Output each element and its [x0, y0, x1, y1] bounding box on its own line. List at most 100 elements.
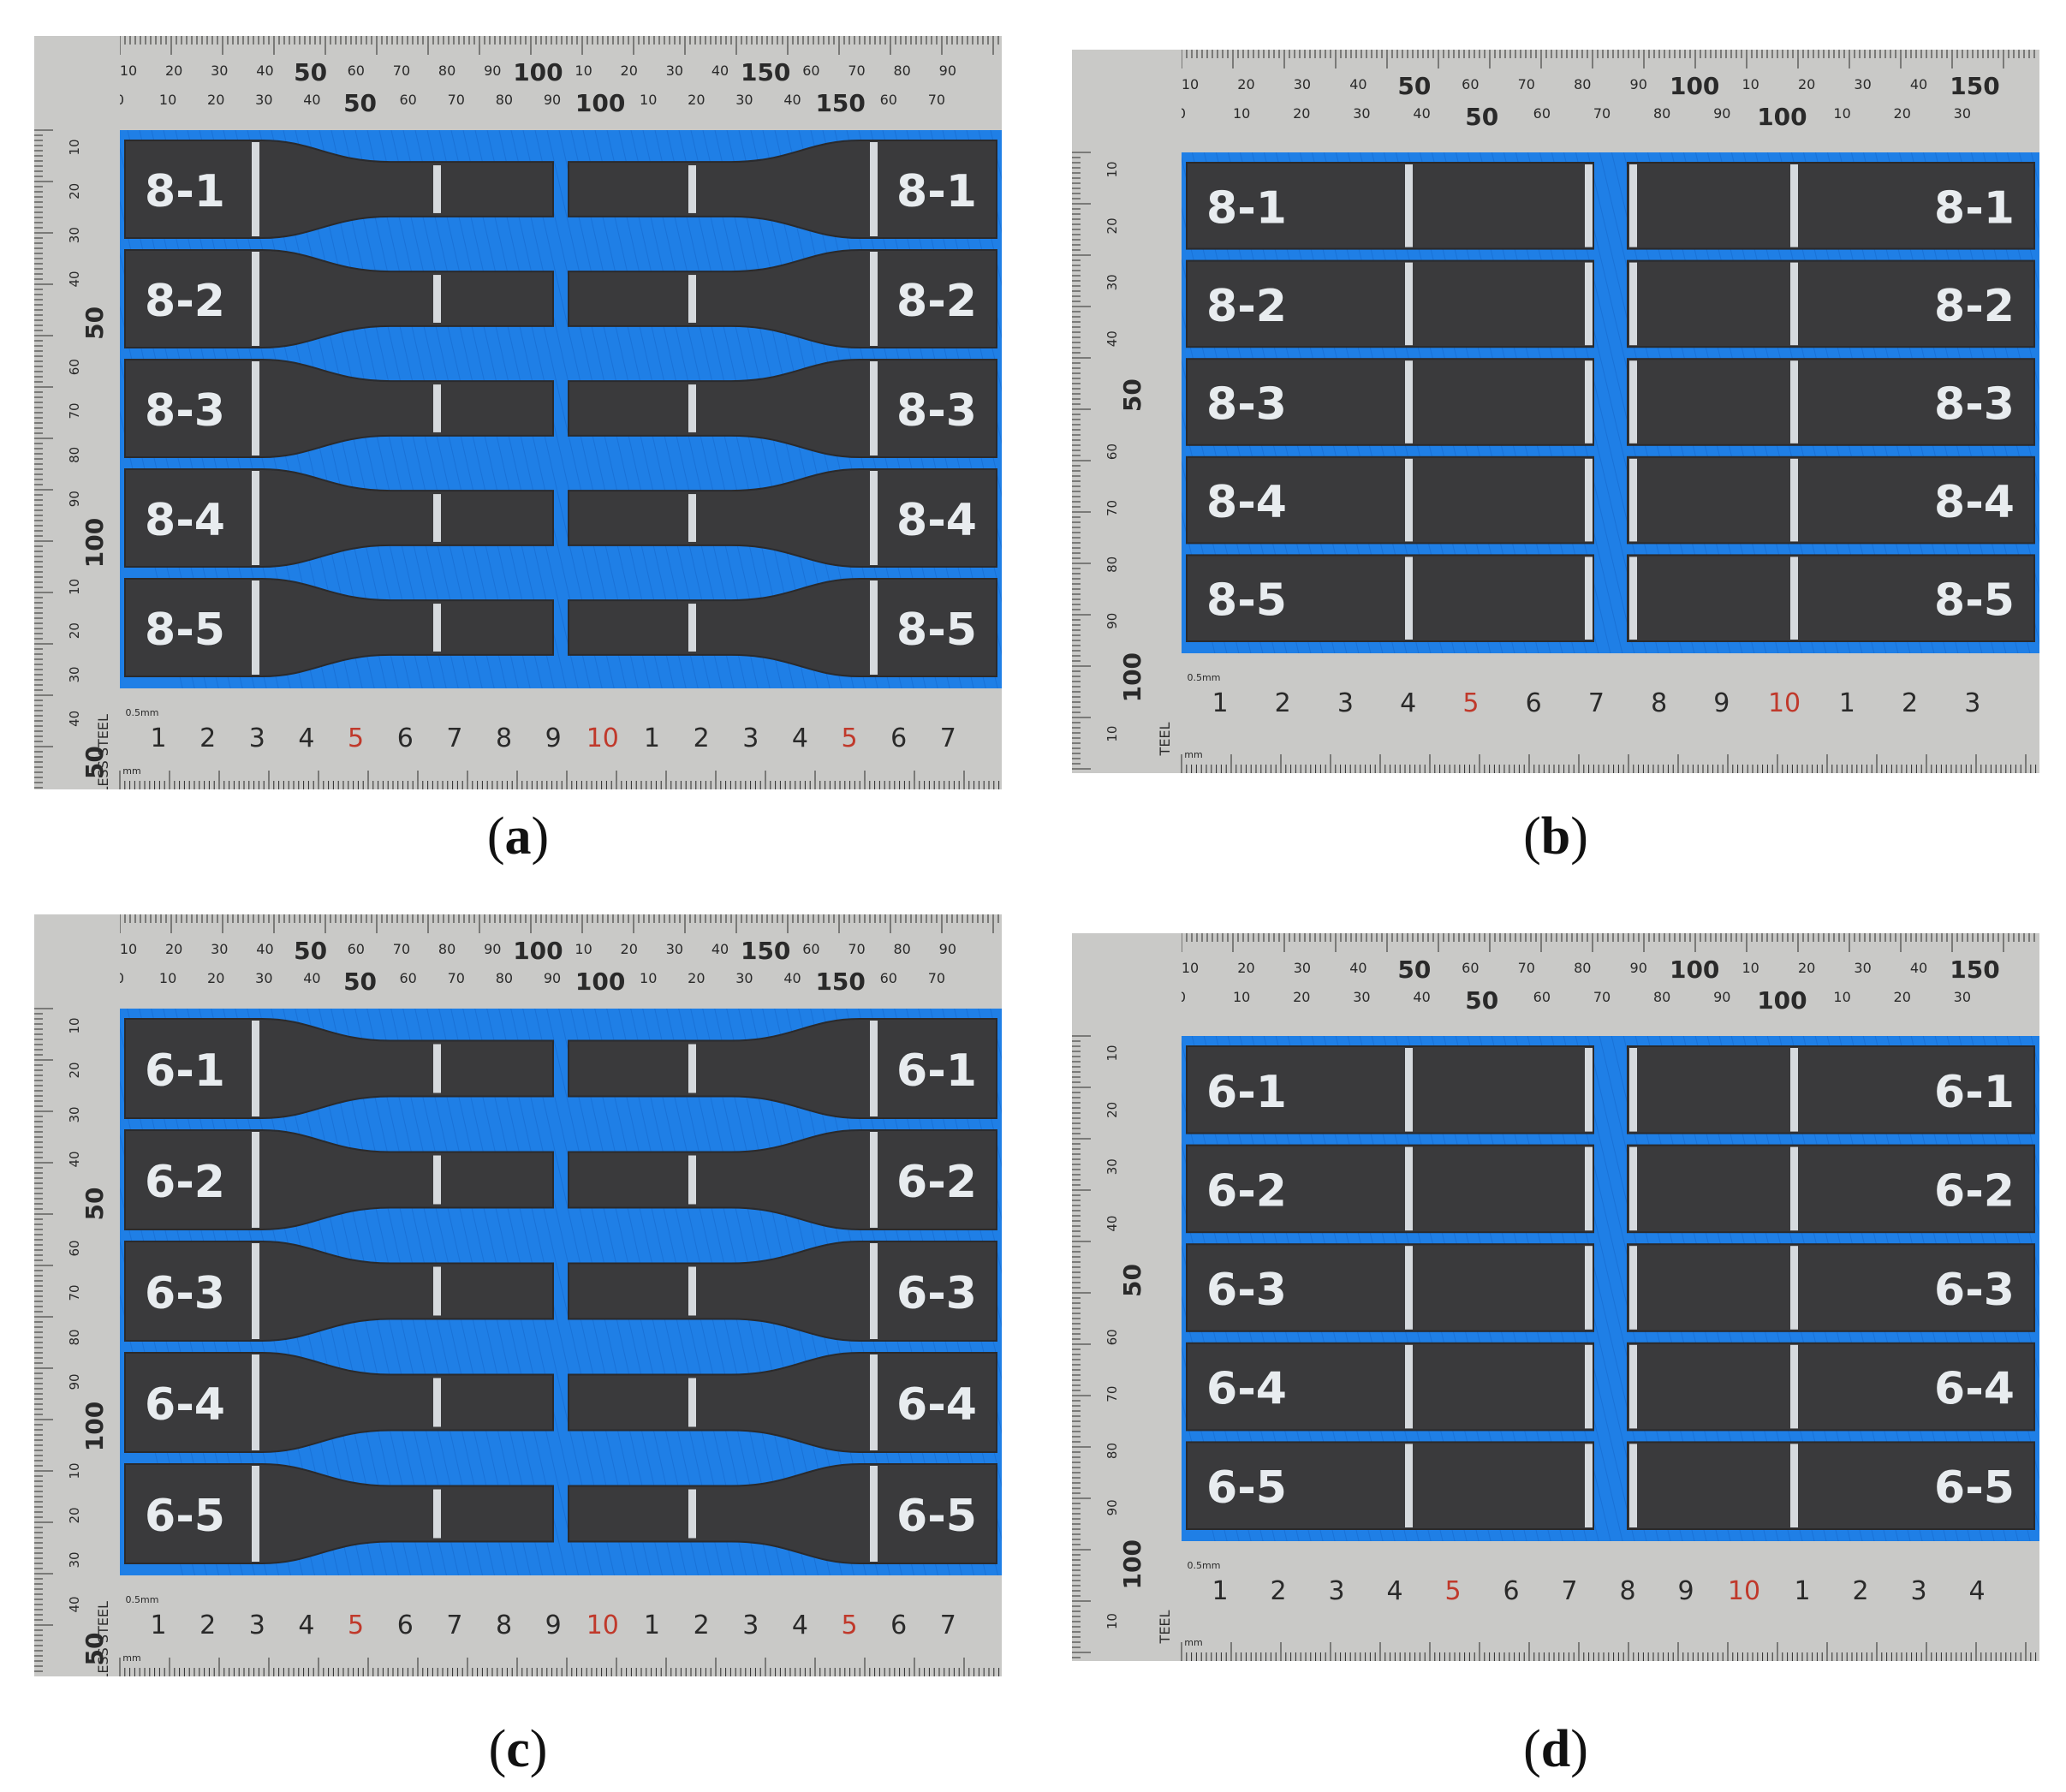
top-scale-label-row1: 70 [1518, 76, 1535, 92]
left-ruler: 10 20 30 40 50 60 70 80 90 100 10 TEEL [1072, 50, 1182, 773]
top-ruler-body [1072, 933, 2039, 1036]
gauge-mark [252, 142, 259, 236]
bottom-scale-label: 1 [1212, 688, 1228, 718]
top-scale-label-row1: 20 [165, 63, 182, 79]
left-scale-label: 90 [1104, 613, 1120, 629]
specimen-label-right: 8-1 [1934, 182, 2015, 234]
top-scale-label-row2: 80 [496, 970, 513, 986]
bottom-ruler: 1 2 3 4 5 6 7 8 9 10 1 2 3 4 5 6 7 0.5mm mm [119, 688, 1002, 789]
bottom-scale-label: 1 [644, 1610, 660, 1640]
top-scale-label-row1: 20 [1798, 960, 1815, 976]
top-scale-label-row1: 40 [1349, 960, 1366, 976]
specimen-label-left: 8-5 [145, 604, 225, 656]
ruler-brand-text: TEEL [1157, 1610, 1173, 1644]
bottom-scale-label: 5 [348, 1610, 364, 1640]
gauge-mark [1629, 1344, 1637, 1429]
gauge-mark [870, 361, 878, 455]
left-scale-label: 50 [80, 1188, 109, 1221]
top-ruler: 1020304050607080901001020304015001020304… [1072, 933, 2039, 1036]
gauge-mark [1629, 360, 1637, 444]
top-scale-label-row1: 10 [120, 941, 137, 957]
gauge-mark [1790, 164, 1798, 247]
gauge-mark [433, 275, 441, 323]
top-scale-label-row1: 70 [1518, 960, 1535, 976]
specimen-row-4: 8-4 8-4 [1186, 455, 2035, 545]
specimen-row-2: 8-2 8-2 [124, 249, 997, 348]
specimen-row-3: 8-3 8-3 [124, 359, 997, 458]
gauge-mark [1405, 262, 1413, 346]
top-scale-label-row2: 30 [1353, 105, 1370, 122]
gauge-mark [1405, 1146, 1413, 1231]
photo-d: 6-1 6-1 6-2 6-2 6-3 6-3 6-4 6-4 6-5 6-5 10 20 30 40 50… [1072, 933, 2039, 1661]
top-scale-label-row1: 50 [294, 937, 327, 965]
top-scale-label-row2: 60 [1533, 989, 1551, 1005]
specimen-left-half [124, 1018, 554, 1119]
gauge-mark [1405, 1344, 1413, 1429]
bottom-ruler: 1 2 3 4 5 6 7 8 9 10 1 2 3 0.5mm mm [1181, 653, 2039, 773]
top-scale-label-row2: 20 [1894, 989, 1911, 1005]
bottom-scale-label: 10 [1728, 1576, 1760, 1606]
left-scale-label: 80 [1104, 1443, 1120, 1459]
specimen-left-half [1186, 554, 1594, 643]
specimen-right-half [1627, 1243, 2035, 1332]
specimen-left-half [124, 1129, 554, 1230]
specimen-label-left: 8-2 [145, 276, 225, 327]
gauge-mark [1585, 458, 1593, 542]
top-scale-label-row2: 60 [880, 970, 897, 986]
gauge-mark [252, 1132, 259, 1228]
left-scale-label: 100 [80, 518, 109, 568]
bottom-scale-label: 2 [694, 723, 710, 753]
specimen-label-left: 6-2 [145, 1157, 225, 1208]
top-scale-label-row2: 10 [159, 92, 176, 108]
left-scale-label: 60 [67, 1240, 82, 1256]
left-scale-label: 10 [1104, 1045, 1120, 1061]
bottom-scale-label: 6 [397, 723, 414, 753]
specimen-left-half [1186, 1144, 1594, 1234]
top-scale-label-row2: 50 [343, 89, 377, 117]
bottom-scale-label: 2 [1270, 1576, 1286, 1606]
left-scale-label: 90 [67, 491, 82, 507]
gauge-mark [688, 1044, 696, 1093]
bottom-scale-label: 9 [545, 1610, 562, 1640]
specimen-row-3: 8-3 8-3 [1186, 358, 2035, 446]
gauge-mark [433, 165, 441, 213]
bottom-scale-label: 6 [397, 1610, 414, 1640]
top-scale-label-row1: 70 [393, 63, 410, 79]
bottom-scale-label: 2 [199, 723, 216, 753]
gauge-mark [870, 142, 878, 236]
bottom-scale-label: 3 [1337, 688, 1354, 718]
top-scale-label-row1: 60 [348, 941, 365, 957]
left-scale-label: 80 [67, 447, 82, 463]
specimen-row-5: 8-5 8-5 [124, 578, 997, 677]
bottom-ruler-body [120, 1575, 1002, 1676]
specimen-row-4: 6-4 6-4 [124, 1352, 997, 1453]
bottom-scale-label: 5 [842, 723, 858, 753]
top-scale-label-row1: 50 [1397, 72, 1431, 100]
top-scale-label-row1: 20 [1237, 960, 1254, 976]
bottom-scale-label: 5 [1462, 688, 1479, 718]
top-scale-label-row2: 150 [815, 967, 865, 996]
specimen-row-1: 6-1 6-1 [1186, 1045, 2035, 1134]
specimen-label-right: 8-4 [896, 495, 977, 546]
top-scale-label-row2: 20 [1894, 105, 1911, 122]
specimen-label-right: 6-2 [896, 1157, 977, 1208]
top-scale-label-row2: 20 [1293, 989, 1310, 1005]
top-ruler: 1020304050607080901001020304015001020304… [1072, 50, 2039, 152]
top-scale-label-row1: 30 [211, 63, 228, 79]
gauge-mark [1790, 1246, 1798, 1330]
specimen-label-left: 8-1 [145, 166, 225, 217]
bottom-scale-label: 3 [1910, 1576, 1926, 1606]
top-scale-label-row2: 10 [1833, 989, 1850, 1005]
specimen-label-right: 6-4 [896, 1379, 977, 1431]
specimen-left-half [124, 1241, 554, 1342]
top-scale-label-row1: 90 [484, 941, 501, 957]
left-scale-label: 10 [67, 1462, 82, 1479]
left-scale-label: 10 [1104, 1613, 1120, 1629]
specimen-label-right: 6-1 [1934, 1067, 2015, 1118]
top-scale-label-row1: 60 [348, 63, 365, 79]
left-scale-label: 50 [80, 746, 109, 779]
specimen-left-half [1186, 259, 1594, 348]
left-scale-label: 10 [67, 1017, 82, 1033]
bottom-scale-label: 10 [586, 1610, 619, 1640]
left-scale-label: 60 [1104, 444, 1120, 460]
